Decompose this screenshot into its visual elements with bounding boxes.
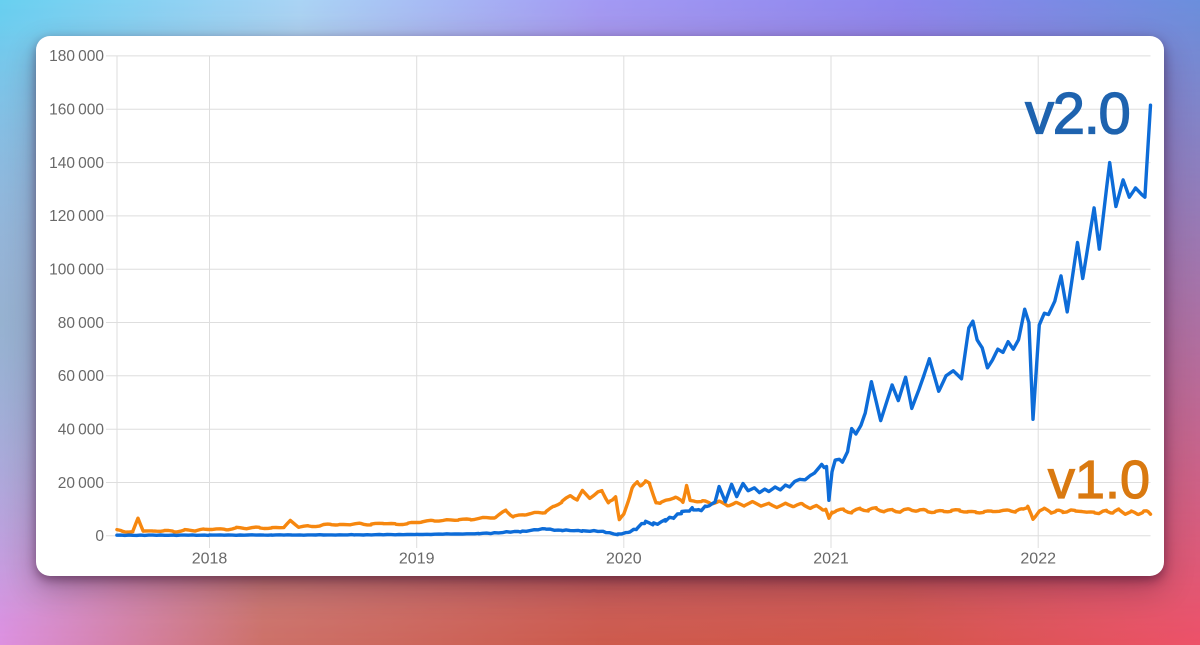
svg-text:20 000: 20 000 (58, 475, 105, 492)
svg-text:2018: 2018 (192, 551, 228, 568)
svg-text:2022: 2022 (1020, 551, 1056, 568)
svg-text:160 000: 160 000 (49, 102, 104, 119)
svg-text:120 000: 120 000 (49, 208, 104, 225)
svg-text:v2.0: v2.0 (1025, 82, 1129, 147)
svg-text:80 000: 80 000 (58, 315, 105, 332)
svg-text:0: 0 (95, 528, 104, 545)
svg-text:180 000: 180 000 (49, 48, 104, 65)
svg-text:v1.0: v1.0 (1048, 450, 1150, 510)
svg-text:60 000: 60 000 (58, 368, 105, 385)
svg-text:140 000: 140 000 (49, 155, 104, 172)
svg-text:2021: 2021 (813, 551, 849, 568)
svg-text:40 000: 40 000 (58, 422, 105, 439)
svg-text:2019: 2019 (399, 551, 435, 568)
svg-text:100 000: 100 000 (49, 262, 104, 279)
svg-text:2020: 2020 (606, 551, 642, 568)
